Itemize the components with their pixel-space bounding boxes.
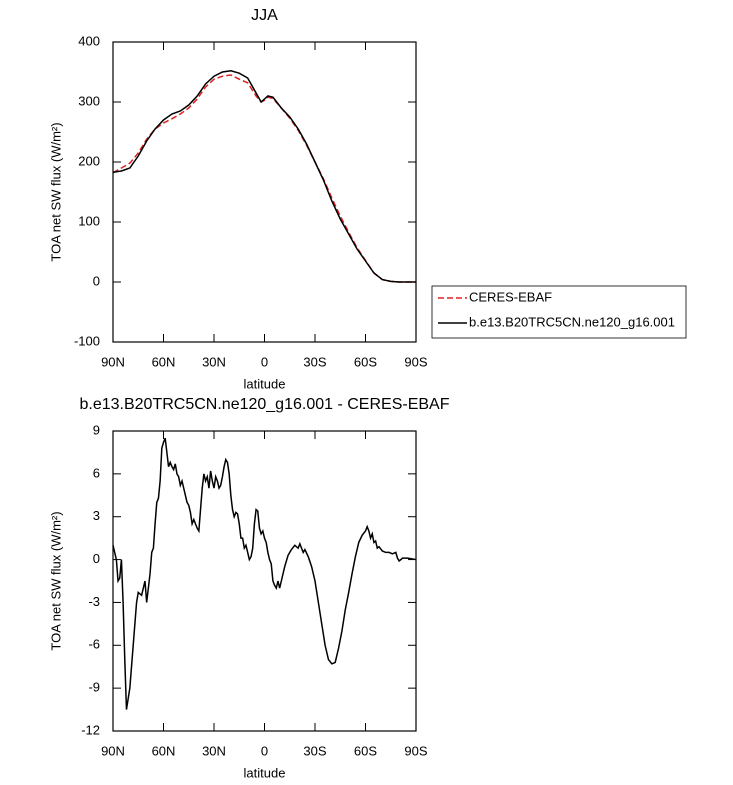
x-axis-label: latitude (244, 376, 286, 391)
y-axis-label: TOA net SW flux (W/m²) (48, 122, 63, 261)
data-line (112, 437, 417, 710)
x-tick-label: 90N (101, 354, 125, 369)
y-tick-label: -100 (74, 333, 100, 348)
x-tick-label: 30N (202, 354, 226, 369)
x-tick-label: 30S (303, 354, 326, 369)
y-tick-label: 400 (78, 33, 100, 48)
x-tick-label: 60N (152, 743, 176, 758)
x-axis-label: latitude (244, 765, 286, 780)
data-line (112, 70, 416, 283)
y-tick-label: -3 (88, 594, 100, 609)
y-tick-label: 3 (93, 508, 100, 523)
x-tick-label: 90S (404, 743, 427, 758)
x-tick-label: 60S (354, 743, 377, 758)
y-tick-label: 9 (93, 422, 100, 437)
legend-label: CERES-EBAF (469, 289, 552, 304)
x-tick-label: 60N (152, 354, 176, 369)
chart-title: JJA (251, 7, 278, 24)
x-tick-label: 90S (404, 354, 427, 369)
chart-title: b.e13.B20TRC5CN.ne120_g16.001 - CERES-EB… (80, 396, 450, 413)
x-tick-label: 30N (202, 743, 226, 758)
x-tick-label: 30S (303, 743, 326, 758)
y-tick-label: -12 (81, 722, 100, 737)
y-tick-label: 6 (93, 465, 100, 480)
data-line (112, 74, 416, 283)
x-tick-label: 60S (354, 354, 377, 369)
plot-frame (112, 430, 417, 732)
plot-frame (112, 41, 417, 343)
y-tick-label: 0 (93, 551, 100, 566)
y-tick-label: -6 (88, 637, 100, 652)
y-tick-label: 200 (78, 153, 100, 168)
x-tick-label: 90N (101, 743, 125, 758)
x-tick-label: 0 (261, 354, 268, 369)
legend-box (431, 285, 687, 339)
x-tick-label: 0 (261, 743, 268, 758)
y-tick-label: -9 (88, 680, 100, 695)
y-tick-label: 300 (78, 93, 100, 108)
y-axis-label: TOA net SW flux (W/m²) (48, 511, 63, 650)
legend-label: b.e13.B20TRC5CN.ne120_g16.001 (469, 314, 675, 329)
y-tick-label: 0 (93, 273, 100, 288)
y-tick-label: 100 (78, 213, 100, 228)
